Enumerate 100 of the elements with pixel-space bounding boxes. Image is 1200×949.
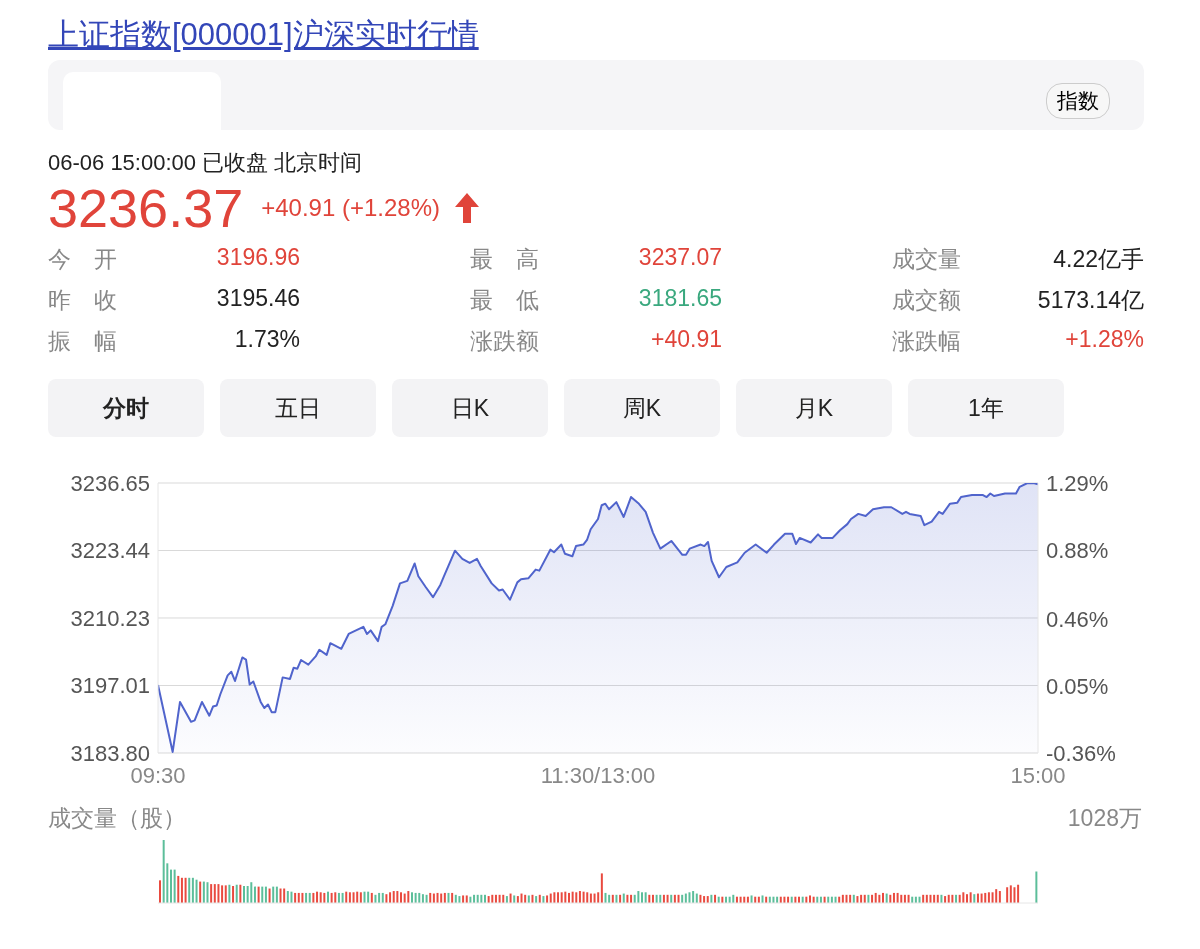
text: 上证指数[000001]沪深实时行情: [48, 16, 480, 54]
bar: [162, 840, 165, 903]
bar: [272, 886, 275, 903]
bar: [436, 892, 439, 903]
bar: [381, 892, 384, 903]
bar: [557, 892, 560, 903]
bar: [305, 892, 308, 903]
text: 1028万: [1067, 804, 1142, 833]
bar: [1013, 887, 1016, 903]
y2-tick-label: 0.46%: [1046, 606, 1109, 632]
bar: [995, 889, 998, 903]
bar: [180, 877, 183, 903]
bar: [308, 892, 311, 903]
bar: [268, 888, 271, 903]
bar: [962, 892, 965, 903]
bar: [294, 892, 297, 903]
bar: [984, 892, 987, 903]
bar: [323, 892, 326, 903]
bar: [553, 892, 556, 903]
bar: [352, 892, 355, 903]
text: 最 低: [470, 286, 539, 315]
bar: [641, 892, 644, 903]
bar: [246, 885, 249, 903]
bar: [224, 885, 227, 903]
bar: [392, 891, 395, 903]
text: 日K: [392, 379, 548, 437]
bar: [688, 892, 691, 903]
text: +40.91 (+1.28%): [261, 194, 440, 222]
bar: [279, 888, 282, 903]
bar: [184, 877, 187, 903]
text: 成交量: [892, 245, 961, 274]
bar: [600, 873, 603, 903]
bar: [465, 895, 468, 903]
text: 分时: [48, 379, 204, 437]
bar: [159, 880, 162, 903]
text: 06-06 15:00:00 已收盘 北京时间: [48, 149, 364, 177]
bar: [275, 886, 278, 903]
bar: [221, 885, 224, 903]
text: 1.73%: [234, 326, 300, 354]
bar: [177, 875, 180, 903]
bar: [297, 892, 300, 903]
bar: [228, 884, 231, 903]
bar: [239, 884, 242, 903]
bar: [206, 882, 209, 903]
bar: [896, 892, 899, 903]
bar: [261, 886, 264, 903]
bar: [575, 892, 578, 903]
text: +1.28%: [1065, 326, 1144, 354]
bar: [414, 892, 417, 903]
bar: [301, 892, 304, 903]
bar: [389, 892, 392, 903]
bar: [560, 892, 563, 903]
bar: [253, 886, 256, 903]
y-tick-label: 3223.44: [70, 538, 150, 564]
bar: [1035, 871, 1038, 903]
text: 3237.07: [638, 244, 722, 272]
bar: [217, 884, 220, 903]
text: 月K: [736, 379, 892, 437]
text: 1年: [908, 379, 1064, 437]
text: 振 幅: [48, 327, 117, 356]
text: 3195.46: [216, 285, 300, 313]
text: 周K: [564, 379, 720, 437]
y2-tick-label: 0.05%: [1046, 673, 1109, 699]
bar: [604, 892, 607, 903]
bar: [341, 892, 344, 903]
text: 3181.65: [638, 285, 722, 313]
bar: [998, 891, 1001, 903]
bar: [210, 884, 213, 903]
y-tick-label: 3197.01: [70, 673, 150, 699]
text: 4.22亿手: [1053, 245, 1144, 274]
bar: [264, 886, 267, 903]
bar: [169, 869, 172, 903]
text: +40.91: [651, 326, 722, 354]
y2-tick-label: 1.29%: [1046, 470, 1109, 496]
bar: [195, 879, 198, 903]
bar: [1006, 887, 1009, 903]
bar: [987, 892, 990, 903]
bar: [1017, 884, 1020, 903]
bar: [330, 892, 333, 903]
y-tick-label: 3210.23: [70, 605, 150, 631]
text: 5173.14亿: [1037, 286, 1144, 315]
bar: [250, 882, 253, 903]
bar: [396, 891, 399, 903]
bar: [637, 891, 640, 903]
bar: [173, 869, 176, 903]
bar: [644, 892, 647, 903]
bar: [447, 892, 450, 903]
text: 今 开: [48, 245, 117, 274]
bar: [378, 892, 381, 903]
bar: [1009, 885, 1012, 903]
text: 指数: [1046, 83, 1110, 119]
text: 涨跌幅: [892, 327, 961, 356]
bar: [312, 892, 315, 903]
bar: [578, 891, 581, 903]
text: 五日: [220, 379, 376, 437]
bar: [213, 884, 216, 903]
bar: [991, 892, 994, 903]
x-tick-label: 11:30/13:00: [540, 762, 656, 788]
y-tick-label: 3236.65: [70, 470, 150, 496]
bar: [761, 895, 764, 903]
